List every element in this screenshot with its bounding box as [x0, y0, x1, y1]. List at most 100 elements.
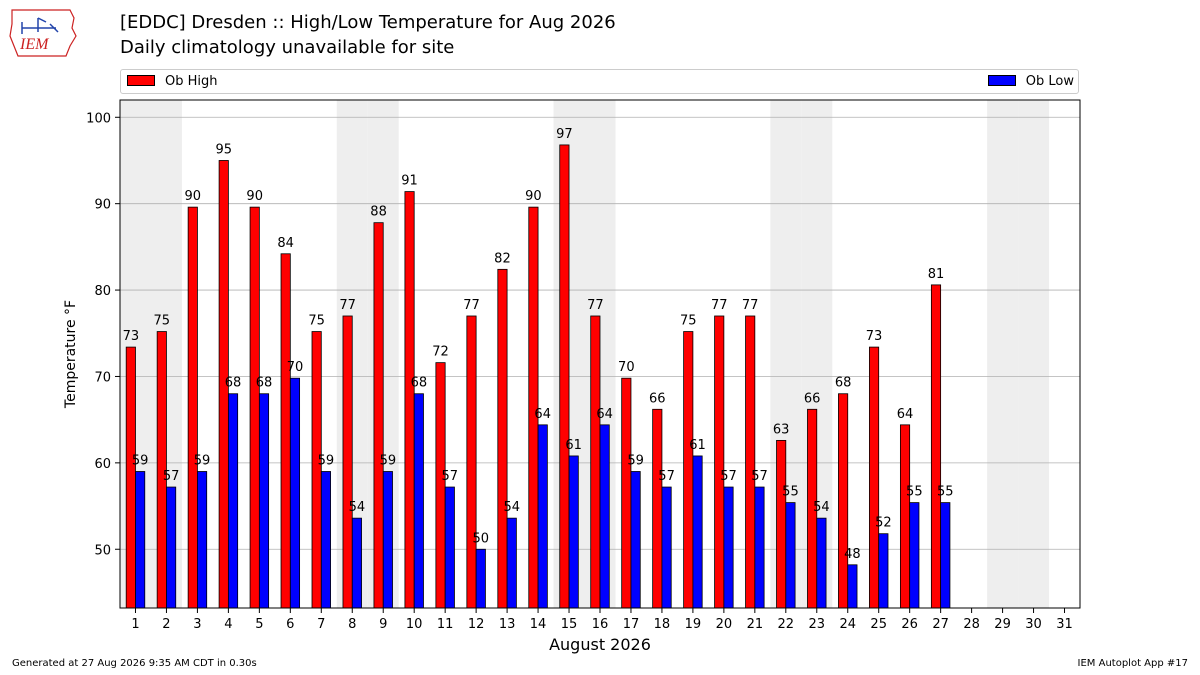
bar-low: [258, 393, 270, 609]
data-label-high: 64: [897, 407, 914, 422]
data-label-high: 90: [185, 189, 202, 204]
bar-high: [838, 393, 849, 609]
data-label-low: 57: [163, 469, 180, 484]
x-tick-label: 8: [348, 617, 356, 632]
bar-high: [776, 439, 787, 609]
bar-low: [320, 471, 331, 609]
weekend-band: [1018, 100, 1050, 608]
bar-low: [723, 486, 734, 609]
bar-low: [135, 471, 146, 609]
bar-low: [289, 377, 301, 609]
data-label-high: 70: [618, 360, 635, 375]
data-label-low: 55: [782, 485, 799, 500]
bar-high: [714, 315, 725, 609]
data-label-low: 52: [875, 516, 892, 531]
bar-low: [197, 471, 208, 609]
data-label-high: 77: [711, 298, 728, 313]
bar-low: [878, 533, 889, 609]
data-label-high: 90: [525, 189, 542, 204]
bar-low: [166, 486, 177, 609]
bar-high: [435, 362, 446, 609]
bar-low: [847, 564, 858, 609]
legend-swatch-high: [127, 75, 155, 86]
bar-low: [351, 517, 362, 609]
bar-high: [683, 331, 694, 609]
bar-low: [661, 486, 672, 609]
x-tick-label: 18: [654, 617, 671, 632]
legend-item-high: Ob High: [127, 74, 218, 89]
data-label-high: 75: [308, 314, 325, 329]
x-tick-label: 19: [685, 617, 702, 632]
data-label-high: 88: [370, 205, 387, 220]
x-tick-label: 17: [623, 617, 640, 632]
legend-label-low: Ob Low: [1025, 74, 1074, 89]
data-label-high: 63: [773, 422, 790, 437]
x-tick-label: 3: [193, 617, 201, 632]
bar-high: [559, 144, 570, 609]
x-tick-label: 20: [716, 617, 733, 632]
data-label-high: 91: [401, 174, 418, 189]
data-label-low: 68: [256, 376, 273, 391]
bar-low: [506, 517, 517, 609]
x-tick-label: 21: [747, 617, 764, 632]
data-label-low: 59: [132, 453, 149, 468]
x-tick-label: 1: [131, 617, 139, 632]
data-label-low: 57: [442, 469, 459, 484]
data-label-high: 73: [123, 329, 140, 344]
x-tick-label: 11: [437, 617, 454, 632]
y-tick-label: 100: [86, 111, 111, 126]
y-tick-label: 80: [94, 284, 111, 299]
x-tick-label: 15: [561, 617, 578, 632]
data-label-low: 61: [689, 438, 706, 453]
data-label-high: 77: [463, 298, 480, 313]
data-label-low: 48: [844, 547, 861, 562]
data-label-high: 95: [215, 142, 232, 157]
bar-low: [382, 471, 393, 609]
chart-title: [EDDC] Dresden :: High/Low Temperature f…: [120, 12, 616, 33]
data-label-low: 57: [720, 469, 737, 484]
x-tick-label: 22: [778, 617, 795, 632]
bar-low: [537, 424, 548, 609]
data-label-high: 66: [804, 391, 821, 406]
bar-high: [404, 191, 415, 609]
x-tick-label: 12: [468, 617, 485, 632]
bar-low: [909, 502, 920, 609]
data-label-low: 57: [751, 469, 768, 484]
data-label-low: 68: [411, 376, 428, 391]
data-label-low: 59: [318, 453, 335, 468]
x-tick-label: 31: [1056, 617, 1073, 632]
data-label-high: 97: [556, 127, 573, 142]
bar-high: [187, 206, 198, 609]
bar-high: [342, 315, 353, 609]
y-tick-label: 90: [94, 198, 111, 213]
logo-text: IEM: [19, 36, 50, 53]
bar-low: [599, 424, 610, 609]
data-label-high: 77: [742, 298, 759, 313]
data-label-low: 54: [503, 500, 520, 515]
data-label-low: 68: [225, 376, 242, 391]
x-tick-label: 25: [870, 617, 887, 632]
bar-high: [652, 408, 663, 609]
bar-high: [466, 315, 477, 609]
data-label-high: 90: [246, 189, 263, 204]
legend-label-high: Ob High: [165, 74, 218, 89]
data-label-high: 77: [587, 298, 604, 313]
x-tick-label: 29: [994, 617, 1011, 632]
bar-high: [621, 377, 632, 609]
data-label-low: 70: [287, 360, 304, 375]
x-tick-label: 23: [809, 617, 826, 632]
data-label-low: 54: [813, 500, 830, 515]
bar-high: [899, 424, 911, 609]
data-label-low: 64: [596, 407, 613, 422]
data-label-low: 61: [565, 438, 582, 453]
bar-low: [816, 517, 827, 609]
data-label-low: 59: [627, 453, 644, 468]
bar-low: [568, 455, 579, 609]
data-label-high: 82: [494, 251, 511, 266]
x-tick-label: 16: [592, 617, 609, 632]
bar-low: [692, 455, 703, 609]
x-tick-label: 7: [317, 617, 325, 632]
data-label-high: 75: [680, 314, 697, 329]
data-label-high: 84: [277, 236, 294, 251]
legend-item-low: Ob Low: [987, 74, 1074, 89]
